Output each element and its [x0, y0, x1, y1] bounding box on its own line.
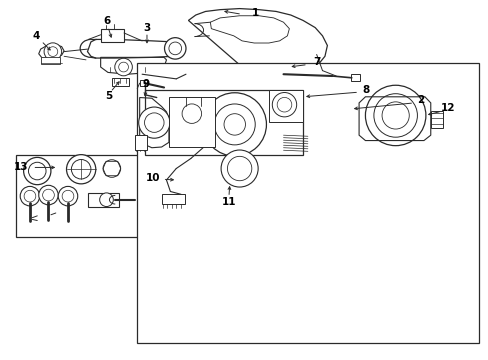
- Text: 10: 10: [145, 173, 160, 183]
- Text: 3: 3: [143, 23, 150, 33]
- Bar: [88, 193, 119, 207]
- Text: 4: 4: [32, 31, 40, 41]
- Circle shape: [66, 155, 96, 184]
- Circle shape: [214, 104, 255, 145]
- Circle shape: [227, 156, 251, 181]
- Circle shape: [139, 107, 169, 138]
- Text: 5: 5: [105, 91, 112, 101]
- Circle shape: [23, 157, 51, 185]
- Circle shape: [221, 150, 258, 187]
- Circle shape: [103, 160, 121, 177]
- Circle shape: [100, 193, 113, 207]
- Text: 11: 11: [221, 197, 236, 207]
- Circle shape: [42, 189, 54, 201]
- Circle shape: [115, 58, 132, 76]
- Circle shape: [24, 190, 36, 202]
- Text: 6: 6: [103, 17, 110, 27]
- Circle shape: [365, 85, 425, 146]
- Bar: [137, 63, 478, 343]
- Circle shape: [182, 104, 201, 123]
- Bar: [135, 135, 147, 149]
- Bar: [268, 90, 303, 122]
- Bar: [430, 111, 442, 129]
- Bar: [140, 80, 147, 86]
- Text: 2: 2: [417, 95, 424, 105]
- Circle shape: [164, 38, 185, 59]
- Circle shape: [168, 42, 181, 55]
- Circle shape: [119, 62, 128, 72]
- Circle shape: [277, 98, 291, 112]
- Circle shape: [48, 47, 58, 57]
- Bar: [112, 78, 129, 86]
- Circle shape: [20, 186, 40, 206]
- Bar: [41, 57, 60, 64]
- Circle shape: [58, 186, 78, 206]
- Circle shape: [203, 93, 266, 156]
- Circle shape: [39, 185, 58, 205]
- Text: 12: 12: [440, 103, 455, 113]
- Text: 9: 9: [142, 79, 149, 89]
- Bar: [101, 29, 124, 42]
- Text: 1: 1: [251, 8, 258, 18]
- Bar: [161, 194, 184, 204]
- Circle shape: [62, 190, 74, 202]
- Bar: [350, 74, 359, 81]
- Circle shape: [44, 43, 61, 60]
- Text: 13: 13: [14, 162, 28, 172]
- Text: 8: 8: [362, 85, 369, 95]
- Circle shape: [144, 113, 163, 132]
- Text: 7: 7: [312, 57, 320, 67]
- Circle shape: [28, 162, 46, 180]
- Circle shape: [71, 159, 91, 179]
- Circle shape: [381, 102, 408, 129]
- Bar: [168, 97, 215, 147]
- Circle shape: [373, 94, 417, 137]
- Circle shape: [272, 93, 296, 117]
- Bar: [16, 155, 141, 237]
- Circle shape: [224, 114, 245, 135]
